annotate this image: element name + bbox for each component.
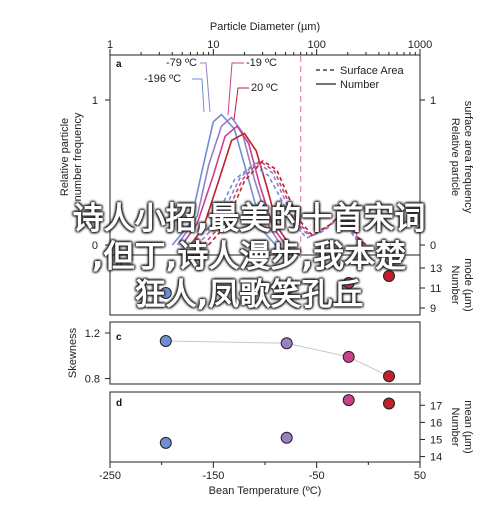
annotation-minus196: -196 ºC [144,73,181,85]
panel-d-ylabel-line1: Number [449,407,461,446]
y-tick-label: 0.8 [85,374,100,386]
annotation-20: 20 ºC [251,82,278,94]
bottom-tick-label: -250 [99,470,121,482]
panel-a-right-tick-label: 1 [430,95,436,107]
panel-c-letter: c [116,332,122,343]
data-point [342,394,355,407]
surface-area-curve [196,161,365,246]
data-point [342,350,355,363]
annotation-minus79: -79 ºC [166,57,197,69]
panel-a-right-ylabel-line1: Relative particle [449,118,461,196]
data-point [159,436,172,449]
panel-a-left-tick-label: 0 [92,240,98,252]
legend-surface-area: Surface Area [340,65,404,77]
panel-a-left-ylabel-line1: Relative particle [59,118,71,196]
bottom-axis-label: Bean Temperature (ºC) [209,485,322,497]
annotation-20-leader [233,87,249,121]
panel-a-left-ylabel-line2: number frequency [72,112,84,201]
y-tick-label: 15 [430,434,442,446]
y-tick-label: 11 [430,283,441,295]
panel-b-frame [109,254,421,316]
data-point [383,397,395,410]
panel-b-letter: b [116,259,122,270]
legend: Surface Area Number [316,65,404,91]
number-curve [189,132,291,246]
bottom-tick-label: 50 [414,470,426,482]
y-tick-label: 14 [430,452,442,464]
panel-a-right-tick-label: 0 [430,240,436,252]
data-point [280,431,293,444]
data-point [280,337,293,350]
annotation-minus19-leader [227,62,244,116]
surface-area-curve [202,160,366,246]
top-axis-label: Particle Diameter (µm) [210,21,320,33]
panel-d-ylabel-line2: mean (µm) [462,400,474,453]
top-tick-label: 10 [207,39,219,51]
top-axis-ticks: 1 10 100 1000 [107,39,432,55]
panel-a-right-ylabel-line2: surface area frequency [462,101,474,214]
top-tick-label: 1 [107,39,113,51]
annotation-minus196-leader [192,78,205,113]
data-point [159,287,172,299]
y-tick-label: 16 [430,417,442,429]
data-point [383,370,395,383]
annotation-minus19: -19 ºC [246,57,277,69]
bottom-axis-ticks: -250 -150 -50 50 [99,462,426,482]
legend-number: Number [340,79,379,91]
data-point [280,283,293,295]
panel-b-ylabel-line1: Number [449,265,461,304]
panel-b-plot: 9 11 13 [159,263,442,315]
top-tick-label: 100 [307,39,325,51]
y-tick-label: 9 [430,303,436,315]
overlay-line-1: 诗人小招,最美的十首宋词 [72,201,426,237]
number-curve [181,125,287,246]
panel-c-frame [109,321,421,385]
overlay-line-2: ,但丁,诗人漫步,我本楚 [91,239,407,275]
bottom-tick-label: -50 [309,470,325,482]
panel-c-ylabel: Skewness [67,327,79,378]
panel-a-left-tick-label: 1 [92,95,98,107]
number-curve [171,113,277,246]
panel-c-plot: 0.8 1.2 [85,328,395,386]
panel-a-letter: a [116,59,122,70]
data-point [159,334,172,347]
y-tick-label: 1.2 [85,328,100,340]
panel-a-plot: 1 0 1 0 [92,56,436,258]
surface-area-curve [207,160,367,246]
y-tick-label: 13 [430,263,442,275]
y-tick-label: 17 [430,400,442,412]
annotation-minus79-leader [200,62,211,113]
panel-d-plot: 14 15 16 17 [159,394,442,464]
surface-area-curve [189,164,364,246]
panel-d-letter: d [116,398,122,409]
overlay-line-3: 狂人,凤歌笑孔丘 [134,277,364,313]
panel-a-frame [109,54,421,260]
panel-b-ylabel-line2: mode (µm) [462,258,474,311]
bottom-tick-label: -150 [202,470,224,482]
data-point [383,270,395,282]
number-curve [176,116,282,246]
trend-line [165,340,390,377]
panel-d-frame [109,391,421,463]
temperature-annotations: -79 ºC -196 ºC -19 ºC 20 ºC [144,57,278,121]
top-tick-label: 1000 [408,39,432,51]
data-point [342,277,355,289]
